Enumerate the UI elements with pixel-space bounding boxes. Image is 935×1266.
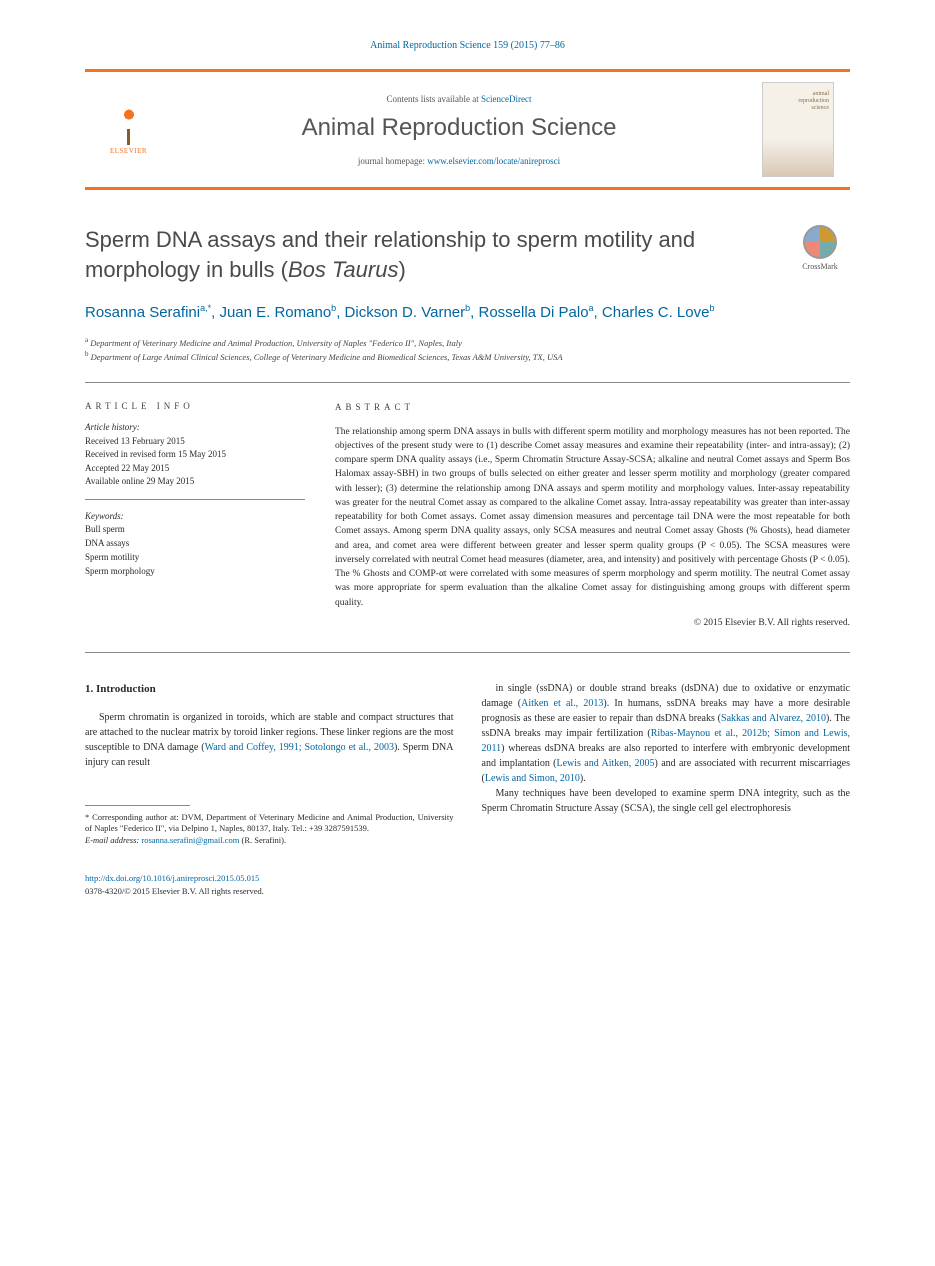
abstract-text: The relationship among sperm DNA assays … xyxy=(335,425,850,610)
doi-link[interactable]: http://dx.doi.org/10.1016/j.anireprosci.… xyxy=(85,873,259,883)
keyword: Sperm morphology xyxy=(85,565,305,579)
keyword: DNA assays xyxy=(85,537,305,551)
history-line: Available online 29 May 2015 xyxy=(85,475,305,489)
homepage-prefix: journal homepage: xyxy=(358,156,427,166)
elsevier-logo: ELSEVIER xyxy=(101,100,156,160)
history-line: Received 13 February 2015 xyxy=(85,435,305,449)
journal-header: ELSEVIER Contents lists available at Sci… xyxy=(85,69,850,190)
author: Dickson D. Varnerb xyxy=(345,304,471,321)
crossmark-icon xyxy=(803,225,837,259)
elsevier-tree-icon xyxy=(109,105,149,145)
author: Rossella Di Paloa xyxy=(478,304,593,321)
intro-heading: 1. Introduction xyxy=(85,681,454,698)
author: Charles C. Loveb xyxy=(602,304,715,321)
keywords-label: Keywords: xyxy=(85,511,124,521)
page-footer: http://dx.doi.org/10.1016/j.anireprosci.… xyxy=(85,872,850,898)
cover-label-1: animal xyxy=(798,91,829,98)
title-italic: Bos Taurus xyxy=(288,257,398,282)
title-close: ) xyxy=(398,257,405,282)
intro-para-left: Sperm chromatin is organized in toroids,… xyxy=(85,710,454,770)
intro-para-right-1: in single (ssDNA) or double strand break… xyxy=(482,681,851,786)
author: Juan E. Romanob xyxy=(219,304,336,321)
crossmark-badge[interactable]: CrossMark xyxy=(790,225,850,271)
footnote-separator xyxy=(85,805,190,806)
author: Rosanna Serafinia,* xyxy=(85,304,211,321)
keyword: Sperm motility xyxy=(85,551,305,565)
article-title: Sperm DNA assays and their relationship … xyxy=(85,225,760,284)
cover-label-2: reproduction xyxy=(798,98,829,105)
top-citation: Animal Reproduction Science 159 (2015) 7… xyxy=(85,40,850,51)
citation-link[interactable]: Ward and Coffey, 1991; Sotolongo et al.,… xyxy=(205,742,394,753)
intro-para-right-2: Many techniques have been developed to e… xyxy=(482,786,851,816)
journal-cover-thumb: animal reproduction science xyxy=(762,82,834,177)
article-history: Article history: Received 13 February 20… xyxy=(85,421,305,500)
abstract-heading: ABSTRACT xyxy=(335,401,850,415)
article-info-heading: ARTICLE INFO xyxy=(85,401,305,411)
affiliation: b Department of Large Animal Clinical Sc… xyxy=(85,349,850,364)
citation-link[interactable]: Lewis and Simon, 2010 xyxy=(485,773,580,784)
affiliations-list: a Department of Veterinary Medicine and … xyxy=(85,335,850,364)
history-line: Received in revised form 15 May 2015 xyxy=(85,448,305,462)
journal-title: Animal Reproduction Science xyxy=(171,114,747,142)
email-name: (R. Serafini). xyxy=(241,835,286,845)
corresponding-author-footnote: * Corresponding author at: DVM, Departme… xyxy=(85,812,454,848)
cover-label-3: science xyxy=(798,105,829,112)
history-line: Accepted 22 May 2015 xyxy=(85,462,305,476)
crossmark-label: CrossMark xyxy=(802,262,838,271)
text: ). xyxy=(580,773,586,784)
issn-line: 0378-4320/© 2015 Elsevier B.V. All right… xyxy=(85,886,264,896)
contents-line: Contents lists available at ScienceDirec… xyxy=(171,94,747,104)
email-label: E-mail address: xyxy=(85,835,139,845)
authors-list: Rosanna Serafinia,*, Juan E. Romanob, Di… xyxy=(85,302,850,325)
history-label: Article history: xyxy=(85,422,140,432)
keywords-block: Keywords: Bull spermDNA assaysSperm moti… xyxy=(85,510,305,580)
citation-link[interactable]: Aitken et al., 2013 xyxy=(521,698,603,709)
divider xyxy=(85,652,850,653)
sciencedirect-link[interactable]: ScienceDirect xyxy=(481,94,531,104)
homepage-line: journal homepage: www.elsevier.com/locat… xyxy=(171,156,747,166)
contents-prefix: Contents lists available at xyxy=(387,94,481,104)
affiliation: a Department of Veterinary Medicine and … xyxy=(85,335,850,350)
keyword: Bull sperm xyxy=(85,523,305,537)
citation-link[interactable]: Sakkas and Alvarez, 2010 xyxy=(721,713,826,724)
homepage-link[interactable]: www.elsevier.com/locate/anireprosci xyxy=(427,156,560,166)
abstract-copyright: © 2015 Elsevier B.V. All rights reserved… xyxy=(335,616,850,630)
elsevier-label: ELSEVIER xyxy=(110,147,147,155)
corr-text: * Corresponding author at: DVM, Departme… xyxy=(85,812,454,836)
citation-link[interactable]: Lewis and Aitken, 2005 xyxy=(556,758,654,769)
email-link[interactable]: rosanna.serafini@gmail.com xyxy=(141,835,239,845)
